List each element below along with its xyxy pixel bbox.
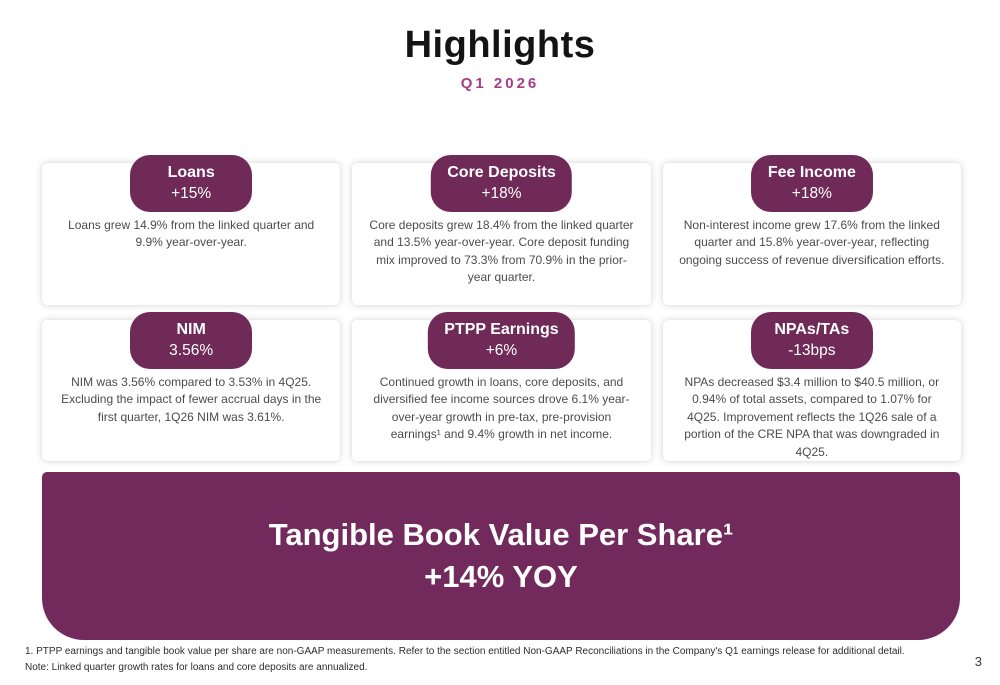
metric-cell-core-deposits: Core Deposits +18% Core deposits grew 18… [352, 155, 651, 305]
metric-card-core-deposits: Core deposits grew 18.4% from the linked… [352, 163, 651, 305]
metric-card-body: Core deposits grew 18.4% from the linked… [369, 218, 634, 285]
metric-badge-core-deposits: Core Deposits +18% [431, 155, 572, 212]
metric-cell-ptpp-earnings: PTPP Earnings +6% Continued growth in lo… [352, 312, 651, 461]
metric-badge-label: NPAs/TAs [774, 321, 850, 338]
footnotes: 1. PTPP earnings and tangible book value… [25, 644, 925, 675]
metric-badge-label: Core Deposits [447, 164, 556, 181]
metric-card-body: Non-interest income grew 17.6% from the … [679, 218, 945, 267]
metric-card-body: NPAs decreased $3.4 million to $40.5 mil… [684, 375, 940, 459]
metric-card-nim: NIM was 3.56% compared to 3.53% in 4Q25.… [42, 320, 341, 461]
tangible-book-value-banner: Tangible Book Value Per Share¹ +14% YOY [42, 472, 960, 640]
metric-cell-loans: Loans +15% Loans grew 14.9% from the lin… [42, 155, 341, 305]
footnote-2: Note: Linked quarter growth rates for lo… [25, 661, 368, 673]
banner-value: +14% YOY [424, 559, 578, 594]
metric-cell-nim: NIM 3.56% NIM was 3.56% compared to 3.53… [42, 312, 341, 461]
metric-badge-npas-tas: NPAs/TAs -13bps [750, 312, 873, 369]
banner-title: Tangible Book Value Per Share¹ [268, 517, 734, 553]
metric-card-body: NIM was 3.56% compared to 3.53% in 4Q25.… [61, 375, 322, 424]
page-subtitle: Q1 2026 [460, 75, 540, 92]
metric-badge-value: +15% [171, 184, 212, 202]
metric-badge-label: NIM [176, 321, 206, 338]
metric-badge-label: Fee Income [767, 164, 856, 181]
metric-cell-npas-tas: NPAs/TAs -13bps NPAs decreased $3.4 mill… [662, 312, 961, 461]
metric-card-body: Loans grew 14.9% from the linked quarter… [68, 218, 315, 250]
page-title: Highlights [404, 24, 596, 66]
metric-badge-label: Loans [167, 164, 215, 181]
metric-card-fee-income: Non-interest income grew 17.6% from the … [662, 163, 961, 305]
metric-badge-value: +18% [481, 184, 522, 202]
metric-badge-loans: Loans +15% [130, 155, 253, 212]
metric-badge-ptpp-earnings: PTPP Earnings +6% [428, 312, 575, 369]
footnote-1: 1. PTPP earnings and tangible book value… [25, 646, 905, 657]
page-number: 3 [974, 654, 982, 669]
metric-badge-nim: NIM 3.56% [130, 312, 253, 369]
metric-card-body: Continued growth in loans, core deposits… [373, 375, 630, 442]
metric-badge-fee-income: Fee Income +18% [750, 155, 873, 212]
slide-header: Highlights Q1 2026 [0, 24, 1000, 92]
metric-badge-value: -13bps [788, 341, 836, 359]
metrics-grid: Loans +15% Loans grew 14.9% from the lin… [42, 155, 961, 461]
metric-badge-value: 3.56% [169, 341, 214, 359]
metric-cell-fee-income: Fee Income +18% Non-interest income grew… [662, 155, 961, 305]
metric-badge-value: +18% [791, 184, 832, 202]
metric-badge-label: PTPP Earnings [444, 321, 559, 338]
metric-badge-value: +6% [485, 341, 518, 359]
